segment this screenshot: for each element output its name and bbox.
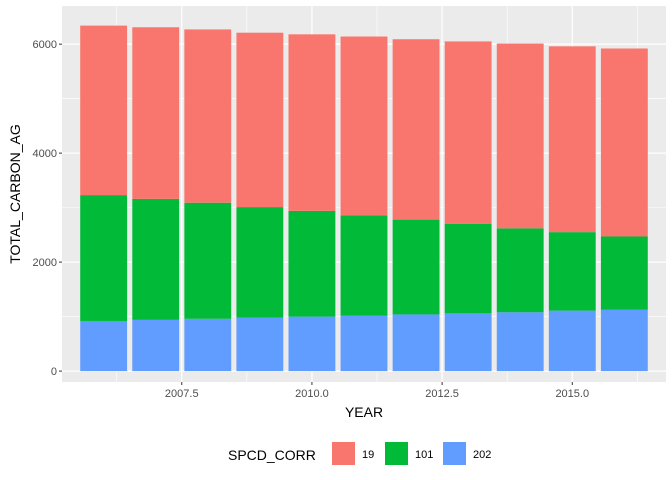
x-tick-label: 2007.5 [165, 388, 199, 400]
legend-key-19 [332, 442, 355, 465]
bar-19-2009 [236, 32, 284, 208]
bar-19-2016 [600, 48, 648, 237]
bar-101-2016 [600, 236, 648, 310]
bar-19-2011 [340, 36, 388, 216]
bar-101-2007 [132, 198, 180, 320]
bar-101-2013 [444, 223, 492, 314]
x-tick-label: 2015.0 [555, 388, 589, 400]
bar-101-2010 [288, 210, 336, 317]
bar-19-2014 [496, 43, 544, 229]
y-tick-label: 6000 [33, 39, 57, 51]
bar-101-2008 [184, 202, 232, 319]
legend-label-101: 101 [415, 449, 433, 461]
bar-202-2010 [288, 316, 336, 372]
bar-101-2012 [392, 219, 440, 315]
bar-101-2015 [548, 232, 596, 311]
bar-202-2012 [392, 314, 440, 372]
bars [80, 25, 648, 372]
legend-key-101 [385, 442, 408, 465]
legend-label-19: 19 [362, 449, 374, 461]
bar-202-2009 [236, 317, 284, 372]
y-tick-label: 4000 [33, 148, 57, 160]
bar-101-2006 [80, 195, 128, 321]
bar-202-2014 [496, 312, 544, 372]
bar-19-2008 [184, 29, 232, 203]
bar-19-2013 [444, 41, 492, 224]
legend-title: SPCD_CORR [228, 447, 316, 463]
bar-202-2016 [600, 309, 648, 372]
y-tick-label: 2000 [33, 257, 57, 269]
y-tick-label: 0 [51, 366, 57, 378]
legend-key-202 [443, 442, 466, 465]
bar-19-2006 [80, 25, 128, 196]
bar-101-2009 [236, 207, 284, 318]
y-axis-ticks: 0 2000 4000 6000 [33, 39, 62, 378]
bar-19-2015 [548, 46, 596, 233]
bar-19-2007 [132, 27, 180, 199]
x-axis-title: YEAR [345, 404, 383, 420]
bar-202-2008 [184, 318, 232, 372]
bar-101-2014 [496, 228, 544, 313]
bar-202-2013 [444, 313, 492, 372]
x-tick-label: 2012.5 [425, 388, 459, 400]
bar-202-2015 [548, 310, 596, 372]
bar-202-2007 [132, 319, 180, 372]
y-axis-title: TOTAL_CARBON_AG [7, 124, 23, 264]
bar-101-2011 [340, 215, 388, 316]
bar-202-2011 [340, 315, 388, 372]
x-axis-ticks: 2007.5 2010.0 2012.5 2015.0 [165, 382, 589, 400]
x-tick-label: 2010.0 [295, 388, 329, 400]
bar-202-2006 [80, 320, 128, 372]
legend-label-202: 202 [473, 449, 491, 461]
bar-19-2012 [392, 39, 440, 220]
legend: 19 101 202 [332, 442, 491, 465]
bar-19-2010 [288, 34, 336, 211]
